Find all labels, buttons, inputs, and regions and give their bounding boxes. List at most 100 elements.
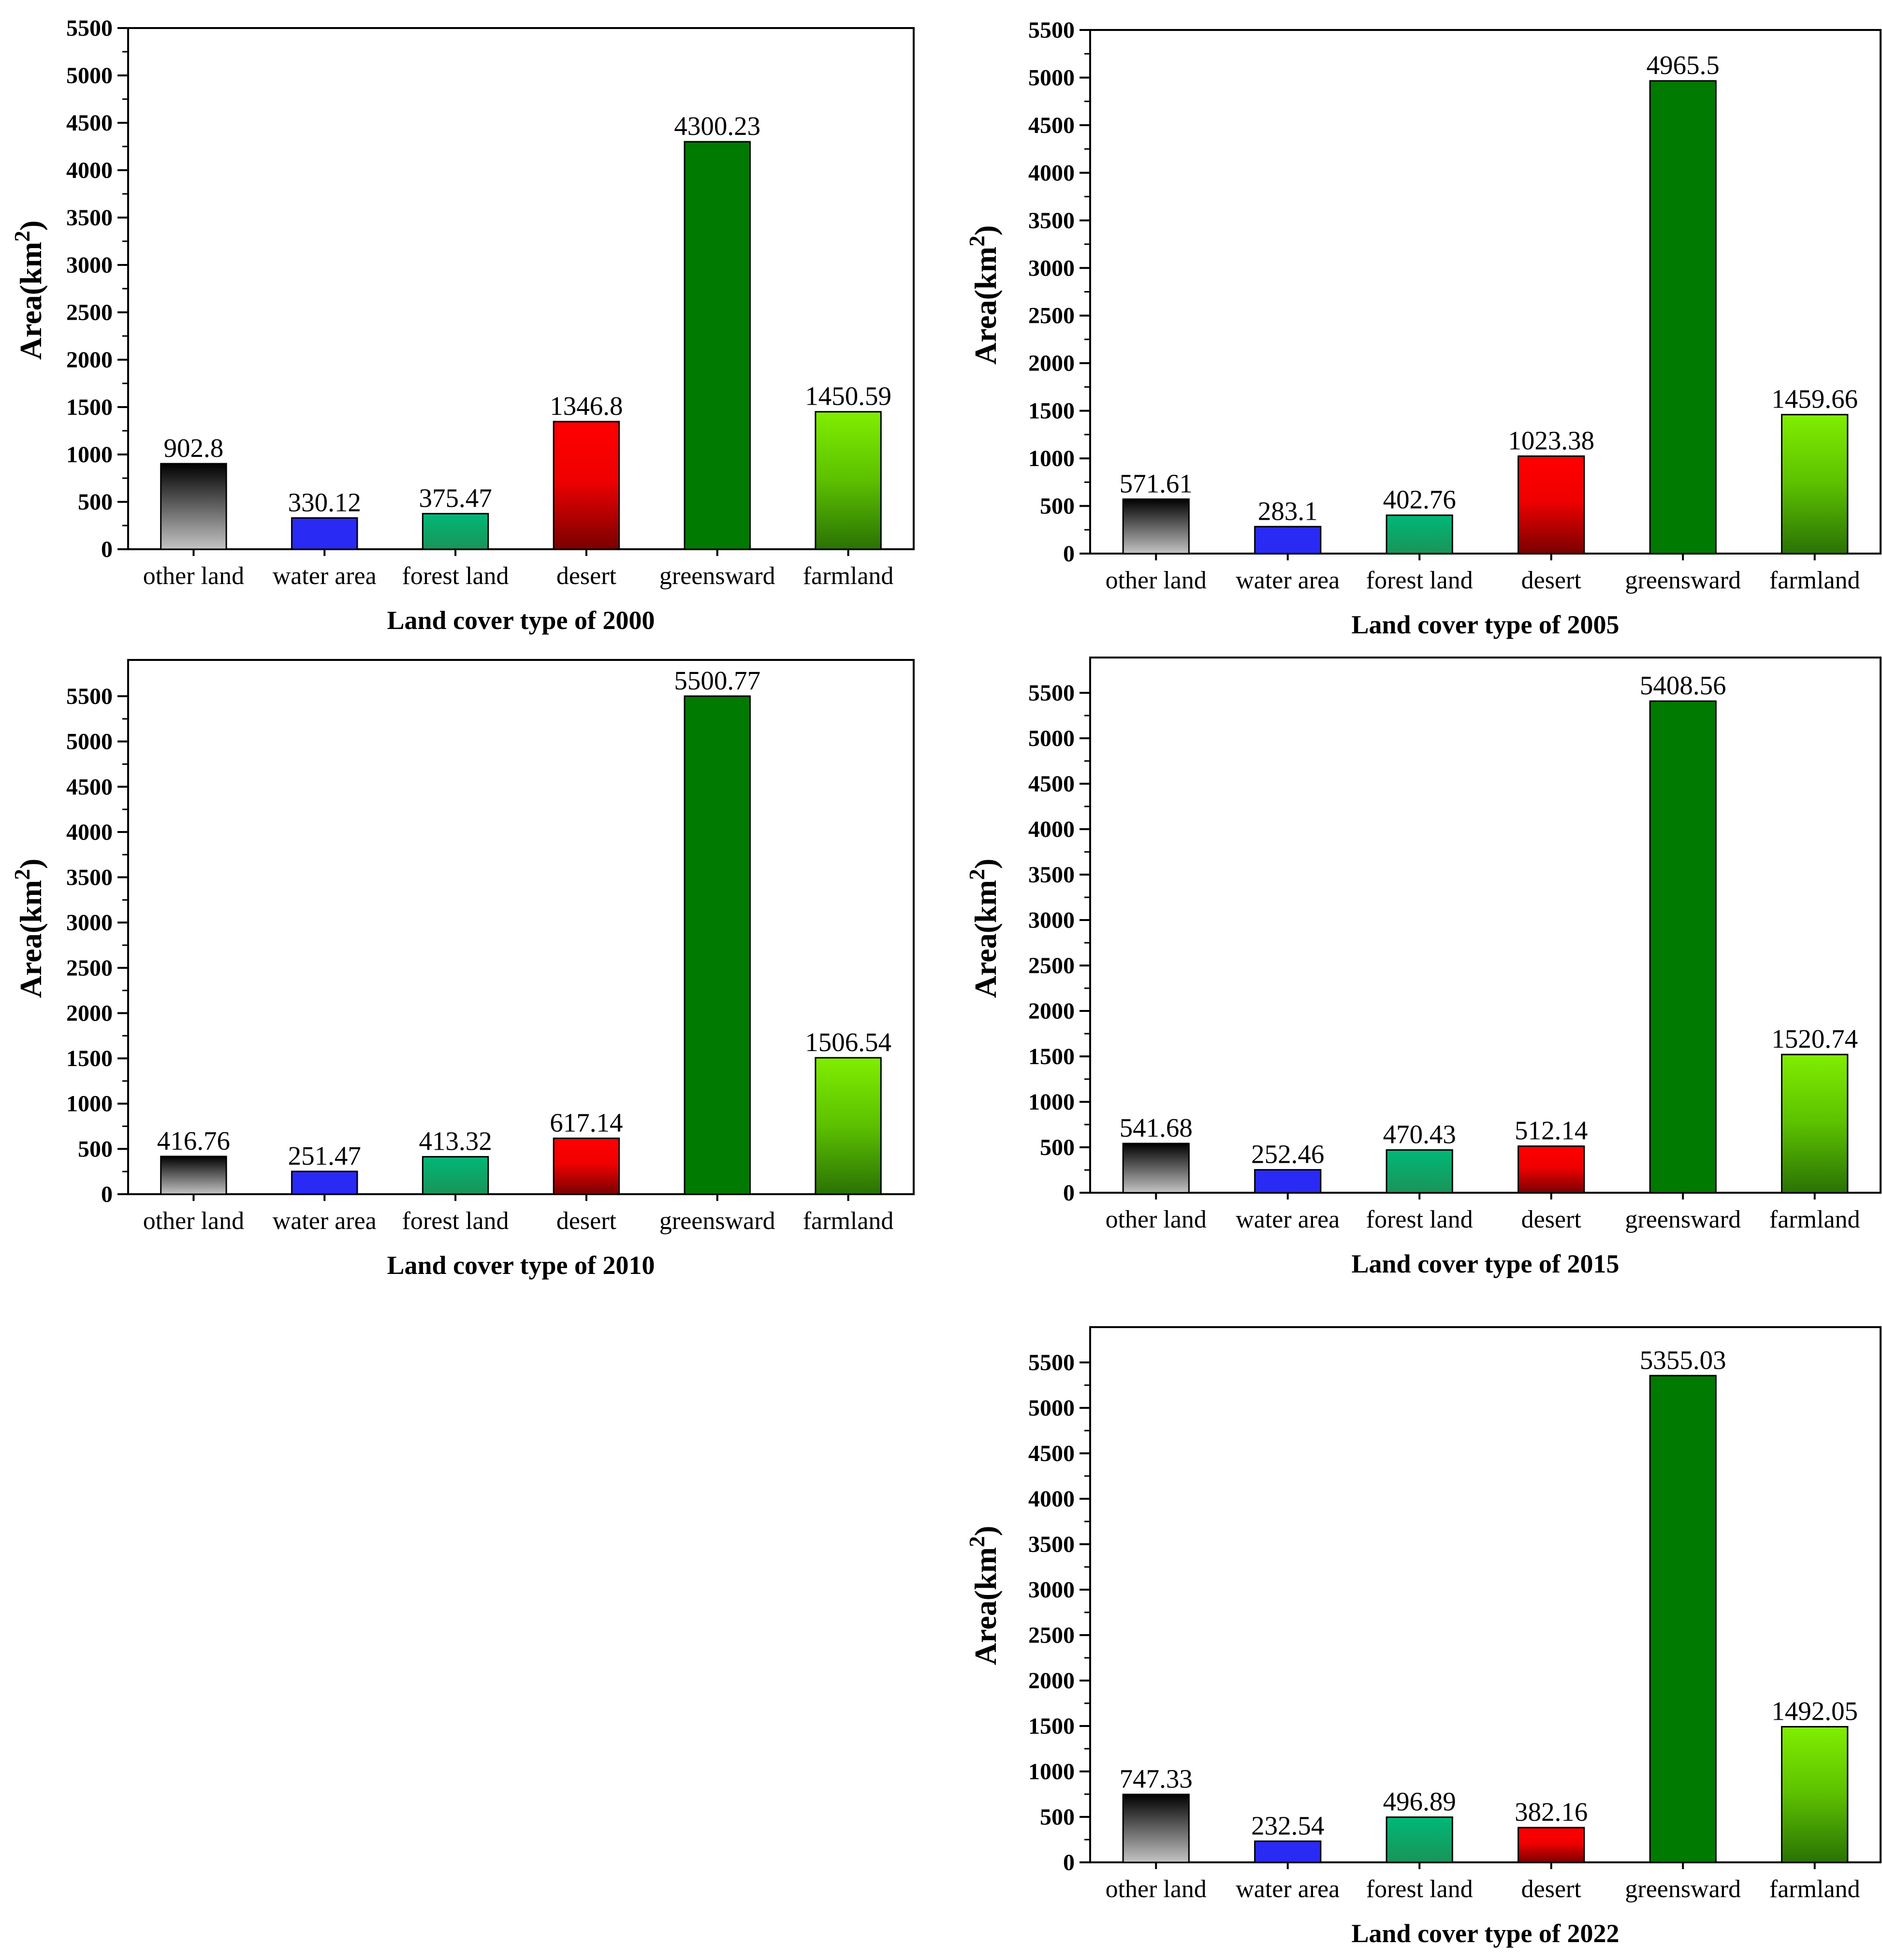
x-tick-label: other land [143, 1207, 244, 1235]
y-tick-label: 1500 [1028, 1044, 1075, 1069]
data-label: 251.47 [288, 1141, 361, 1170]
bar-forest-land [422, 1156, 489, 1195]
bar-desert [1517, 1827, 1585, 1863]
y-axis-label: Area(km2) [964, 225, 1003, 365]
x-tick-label: greensward [1625, 567, 1741, 594]
y-tick-label: 1500 [66, 395, 113, 420]
x-tick-label: desert [556, 1207, 617, 1235]
bar-forest-land [1386, 1149, 1453, 1194]
y-tick-label: 3500 [1028, 208, 1075, 234]
chart-panel-1: 0 500 1000 1500 2000 2500 3000 3500 4000 4500 5000… [10, 15, 915, 635]
x-tick-label: other land [1106, 567, 1207, 594]
y-axis-label: Area(km2) [10, 859, 48, 998]
x-tick-label: forest land [1366, 567, 1473, 594]
y-tick-label: 3000 [1028, 907, 1075, 933]
data-label: 5500.77 [674, 666, 760, 695]
data-label: 283.1 [1258, 496, 1318, 526]
y-tick-label: 5000 [1028, 65, 1075, 90]
y-tick-label: 2000 [1028, 1668, 1075, 1694]
data-label: 402.76 [1383, 485, 1456, 514]
bar-greensward [1649, 1375, 1717, 1863]
bar-greensward [1649, 80, 1717, 555]
bar-other-land [1122, 498, 1190, 555]
x-tick-label: water area [1236, 567, 1340, 594]
x-tick-label: desert [556, 562, 617, 590]
data-label: 413.32 [419, 1126, 492, 1156]
y-tick-label: 4500 [66, 774, 113, 800]
y-tick-label: 4500 [1028, 771, 1075, 797]
x-tick-label: other land [1106, 1206, 1207, 1233]
data-label: 5408.56 [1640, 671, 1726, 700]
y-tick-label: 0 [1063, 1850, 1075, 1875]
y-tick-label: 3000 [1028, 255, 1075, 281]
y-tick-label: 4000 [1028, 160, 1075, 186]
y-tick-label: 5000 [66, 729, 113, 755]
y-tick-label: 5000 [66, 63, 113, 88]
data-label: 375.47 [419, 483, 492, 512]
data-label: 571.61 [1120, 468, 1193, 498]
y-tick-label: 4000 [1028, 1486, 1075, 1512]
y-tick-label: 3500 [1028, 1532, 1075, 1557]
x-tick-label: greensward [1625, 1206, 1741, 1233]
bar-water-area [1254, 1169, 1322, 1194]
bar-water-area [291, 517, 358, 550]
bar-farmland [1781, 414, 1849, 555]
bar-farmland [815, 1057, 882, 1195]
bar-farmland [1781, 1053, 1849, 1194]
x-tick-label: farmland [803, 562, 894, 590]
y-tick-label: 5500 [1028, 17, 1075, 43]
x-axis-label: Land cover type of 2000 [387, 606, 655, 635]
y-tick-label: 2500 [66, 955, 113, 981]
y-tick-label: 5000 [1028, 1395, 1075, 1421]
x-tick-label: forest land [1366, 1875, 1473, 1903]
x-tick-label: forest land [402, 1207, 509, 1235]
chart-panel-4: 0 500 1000 1500 2000 2500 3000 3500 4000 4500 5000… [964, 657, 1882, 1278]
plot-frame [127, 659, 915, 1195]
data-label: 617.14 [550, 1108, 623, 1137]
x-tick-label: farmland [1769, 567, 1860, 594]
data-label: 4300.23 [674, 111, 760, 141]
chart-panel-5: 0 500 1000 1500 2000 2500 3000 3500 4000 4500 5000… [964, 1326, 1882, 1948]
plot-frame [1089, 1326, 1882, 1863]
bar-forest-land [1386, 1816, 1453, 1863]
y-tick-label: 4500 [66, 110, 113, 136]
y-tick-label: 2500 [1028, 1623, 1075, 1648]
y-tick-label: 3500 [66, 205, 113, 231]
bar-forest-land [1386, 514, 1453, 555]
data-label: 512.14 [1515, 1116, 1588, 1145]
plot-frame [1089, 657, 1882, 1194]
y-tick-label: 5500 [1028, 1350, 1075, 1375]
y-tick-label: 3500 [66, 865, 113, 891]
y-tick-label: 1000 [1028, 1759, 1075, 1784]
x-tick-label: other land [1106, 1875, 1207, 1903]
x-tick-label: desert [1521, 1206, 1582, 1233]
bar-water-area [291, 1170, 358, 1195]
data-label: 1520.74 [1771, 1024, 1858, 1053]
y-tick-label: 2000 [1028, 351, 1075, 376]
y-tick-label: 5500 [66, 15, 113, 41]
y-tick-label: 2500 [66, 300, 113, 325]
x-tick-label: farmland [1769, 1875, 1860, 1903]
y-tick-label: 3000 [66, 252, 113, 278]
x-tick-label: water area [1236, 1206, 1340, 1233]
x-tick-label: greensward [659, 562, 775, 590]
bar-other-land [160, 1156, 227, 1195]
y-tick-label: 500 [1040, 1135, 1075, 1160]
data-label: 232.54 [1251, 1811, 1324, 1840]
y-tick-label: 1000 [66, 1091, 113, 1117]
bar-farmland [1781, 1726, 1849, 1863]
data-label: 496.89 [1383, 1787, 1456, 1816]
data-label: 252.46 [1251, 1140, 1324, 1169]
chart-panel-3: 0 500 1000 1500 2000 2500 3000 3500 4000 4500 5000… [10, 659, 915, 1280]
y-axis-label: Area(km2) [964, 1526, 1003, 1665]
data-label: 382.16 [1515, 1797, 1588, 1827]
bar-desert [553, 421, 620, 550]
x-axis-label: Land cover type of 2005 [1352, 610, 1619, 639]
y-tick-label: 4000 [66, 819, 113, 845]
x-tick-label: greensward [659, 1207, 775, 1235]
x-tick-label: water area [273, 1207, 377, 1235]
data-label: 5355.03 [1640, 1345, 1726, 1375]
y-tick-label: 1000 [1028, 446, 1075, 471]
y-tick-label: 4000 [1028, 817, 1075, 842]
